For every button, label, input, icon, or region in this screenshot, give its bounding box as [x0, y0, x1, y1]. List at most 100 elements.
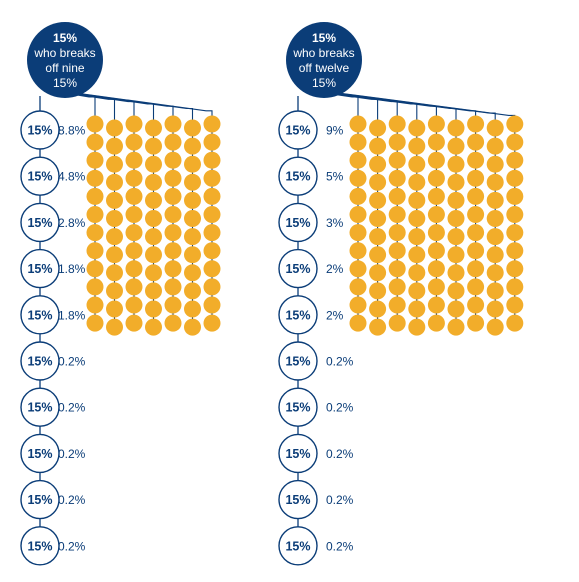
dot-mark: [86, 187, 104, 205]
row-percent-label: 0.2%: [58, 539, 86, 553]
dot-mark: [164, 169, 182, 187]
dot-mark: [203, 169, 221, 187]
dot-mark: [506, 260, 524, 278]
dot-mark: [125, 187, 143, 205]
dot-mark: [125, 224, 143, 242]
dot-mark: [86, 115, 104, 133]
dot-mark: [106, 282, 123, 300]
row-node-circle: [278, 479, 318, 520]
dot-mark: [388, 314, 406, 332]
row-percent-label: 2.8%: [58, 216, 86, 230]
dot-mark: [369, 191, 387, 209]
dot-mark: [486, 246, 504, 264]
dot-mark: [164, 133, 182, 151]
dot-mark: [86, 133, 104, 151]
dot-mark: [369, 246, 387, 264]
row-percent-label: 0.2%: [326, 401, 354, 415]
dot-mark: [86, 242, 104, 260]
row-node-label: 15%: [285, 401, 310, 415]
row-node-circle: [20, 110, 60, 150]
dot-mark: [447, 119, 465, 137]
dot-mark: [467, 133, 485, 151]
dot-mark: [467, 260, 485, 278]
dot-mark: [486, 264, 504, 282]
dot-mark: [388, 278, 406, 296]
dot-mark: [203, 133, 221, 151]
dot-mark: [164, 206, 182, 223]
dot-mark: [427, 278, 445, 296]
dot-mark: [203, 260, 221, 278]
dot-mark: [467, 115, 485, 133]
dot-mark: [408, 210, 426, 227]
dot-mark: [447, 137, 465, 155]
dot-mark: [486, 300, 504, 318]
dot-mark: [427, 133, 445, 151]
dot-mark: [145, 300, 162, 318]
row-percent-label: 0.2%: [326, 539, 354, 553]
dot-mark: [125, 260, 143, 278]
dot-mark: [349, 296, 367, 314]
dot-mark: [145, 264, 162, 282]
row-percent-label: 0.2%: [58, 401, 86, 415]
row-node-label: 15%: [27, 447, 52, 461]
row-node-label: 15%: [285, 262, 310, 276]
dot-mark: [349, 206, 367, 223]
dot-mark: [408, 228, 426, 246]
dot-mark: [486, 228, 504, 246]
dot-mark: [106, 300, 123, 318]
dot-mark: [145, 119, 162, 137]
dot-mark: [408, 119, 426, 137]
dot-mark: [369, 137, 387, 155]
dot-mark: [145, 191, 162, 209]
dot-mark: [86, 224, 104, 242]
dot-mark: [203, 206, 221, 223]
dot-mark: [388, 133, 406, 151]
dot-mark: [506, 206, 524, 223]
dot-mark: [145, 228, 162, 246]
row-percent-label: 0.2%: [326, 447, 354, 461]
row-node-circle: [20, 248, 60, 289]
row-percent-label: 0.2%: [326, 493, 354, 507]
dot-mark: [164, 314, 182, 332]
row-node-label: 15%: [27, 216, 52, 230]
dot-mark: [86, 314, 104, 332]
dot-mark: [145, 173, 162, 191]
dot-mark: [447, 210, 465, 227]
row-node-circle: [278, 433, 318, 474]
dot-mark: [408, 191, 426, 209]
dot-mark: [184, 155, 201, 173]
dot-mark: [145, 155, 162, 173]
dot-mark: [184, 246, 201, 264]
row-node-circle: [20, 479, 60, 520]
row-node-label: 15%: [27, 170, 52, 184]
dot-mark: [388, 115, 406, 133]
dot-mark: [388, 242, 406, 260]
dot-mark: [427, 187, 445, 205]
dot-mark: [203, 278, 221, 296]
dot-mark: [467, 296, 485, 314]
dot-mark: [388, 151, 406, 169]
dot-mark: [388, 260, 406, 278]
row-percent-label: 5%: [326, 170, 344, 184]
dot-mark: [467, 278, 485, 296]
dot-mark: [506, 314, 524, 332]
dot-mark: [106, 318, 123, 336]
dot-mark: [467, 242, 485, 260]
dot-mark: [369, 282, 387, 300]
dot-mark: [349, 224, 367, 242]
dot-mark: [369, 228, 387, 246]
dot-mark: [86, 278, 104, 296]
dot-mark: [506, 187, 524, 205]
header-circle: [286, 22, 362, 98]
dot-mark: [349, 115, 367, 133]
dot-mark: [145, 282, 162, 300]
dot-mark: [486, 155, 504, 173]
row-node-label: 15%: [27, 493, 52, 507]
dot-mark: [164, 151, 182, 169]
dot-mark: [408, 282, 426, 300]
dot-mark: [125, 278, 143, 296]
dot-mark: [427, 224, 445, 242]
dot-mark: [408, 137, 426, 155]
